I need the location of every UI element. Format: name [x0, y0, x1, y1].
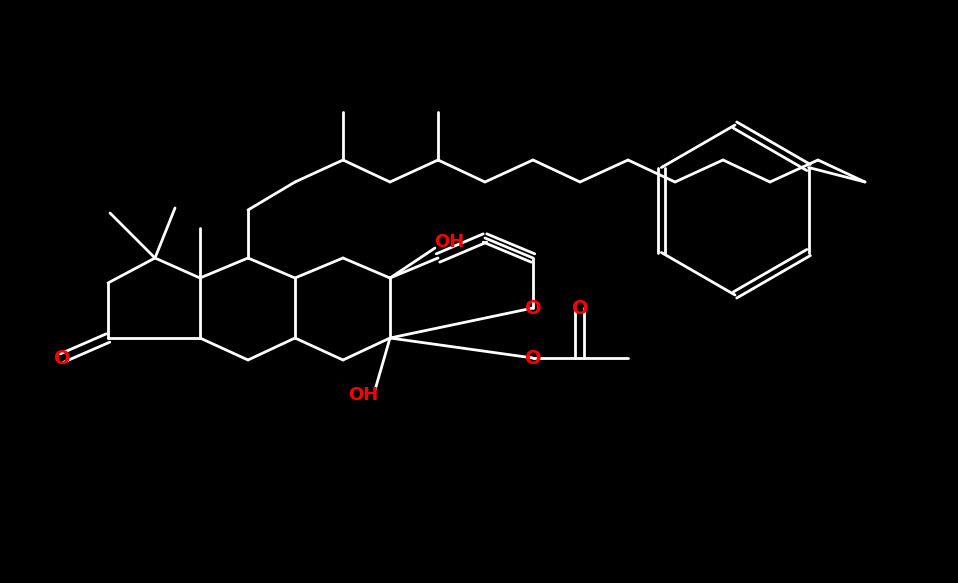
Text: O: O — [525, 298, 541, 318]
Text: O: O — [572, 298, 588, 318]
Text: OH: OH — [434, 233, 464, 251]
Text: OH: OH — [348, 386, 378, 404]
Text: O: O — [54, 349, 70, 367]
Text: O: O — [525, 349, 541, 367]
